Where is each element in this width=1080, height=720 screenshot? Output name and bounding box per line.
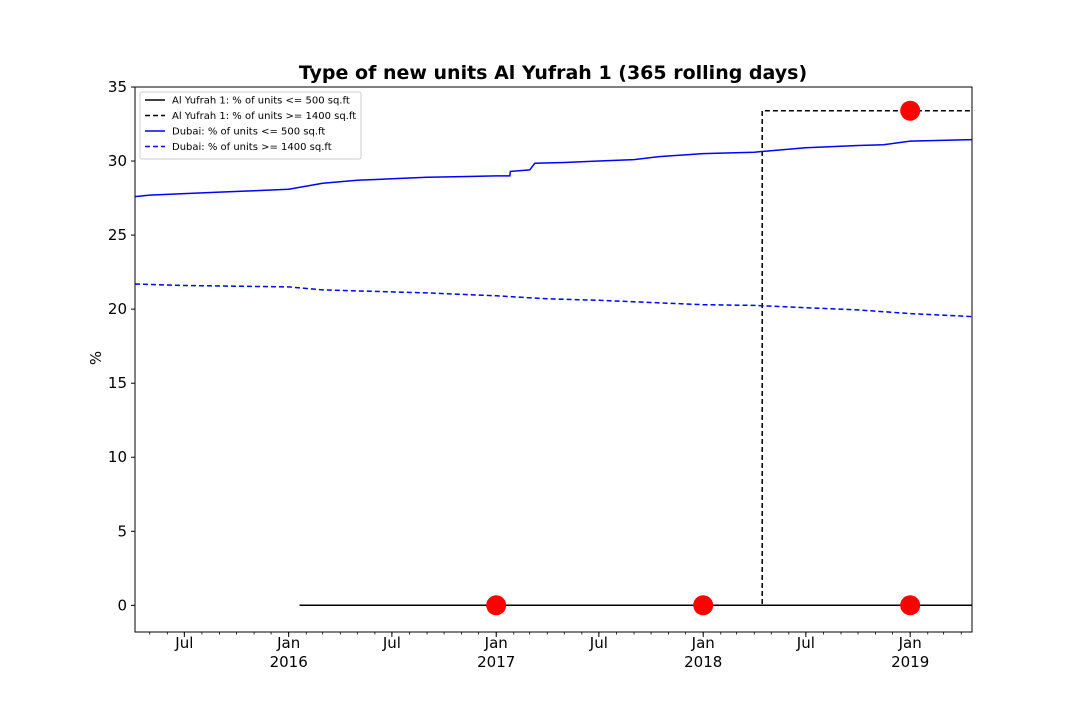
series-line-2 [299, 109, 972, 607]
x-tick-label: Jul [796, 634, 815, 652]
y-tick-label: 20 [108, 300, 127, 318]
y-tick-label: 5 [117, 522, 127, 540]
x-tick-year-label: 2017 [477, 653, 515, 671]
x-tick-label: Jul [589, 634, 608, 652]
y-tick-label: 25 [108, 226, 127, 244]
plot-frame [134, 86, 973, 633]
y-tick-label: 35 [108, 78, 127, 96]
series-line-3 [135, 138, 972, 198]
x-tick-label: Jul [382, 634, 401, 652]
series-line-4 [135, 283, 972, 318]
data-point-marker-1 [486, 595, 507, 616]
x-tick-label: Jan [276, 634, 300, 652]
x-tick-label: Jan [484, 634, 508, 652]
x-tick-year-label: 2018 [684, 653, 722, 671]
y-axis-label: % [87, 351, 105, 365]
x-tick-year-label: 2016 [270, 653, 308, 671]
legend-entry-label: Dubai: % of units >= 1400 sq.ft [172, 142, 332, 153]
legend-box [139, 91, 362, 160]
legend: Al Yufrah 1: % of units <= 500 sq.ft Al Y… [139, 91, 362, 160]
data-point-marker-2 [693, 595, 714, 616]
y-tick-label: 15 [108, 374, 127, 392]
y-tick-label: 0 [117, 596, 127, 614]
legend-entry-label: Al Yufrah 1: % of units <= 500 sq.ft [172, 96, 350, 107]
legend-entry-label: Dubai: % of units <= 500 sq.ft [172, 127, 325, 138]
data-point-marker-4 [900, 100, 921, 121]
x-tick-label: Jan [898, 634, 922, 652]
chart-title: Type of new units Al Yufrah 1 (365 rolli… [299, 62, 807, 84]
x-tick-label: Jan [691, 634, 715, 652]
legend-entry-label: Al Yufrah 1: % of units >= 1400 sq.ft [172, 111, 356, 122]
y-tick-label: 30 [108, 152, 127, 170]
data-point-marker-3 [900, 595, 921, 616]
x-tick-label: Jul [174, 634, 193, 652]
x-tick-year-label: 2019 [891, 653, 929, 671]
y-tick-label: 10 [108, 448, 127, 466]
